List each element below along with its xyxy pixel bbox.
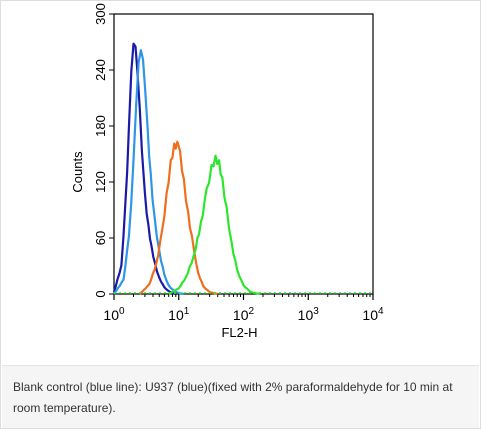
plot-axes (109, 13, 374, 300)
y-axis-label: Counts (70, 151, 85, 193)
figure-area: 0 60 120 180 240 300 100 101 102 103 104 FL2-H Count… (2, 2, 479, 364)
plot-series (112, 42, 373, 296)
y-tick-label: 120 (93, 171, 108, 193)
plot-labels: 0 60 120 180 240 300 100 101 102 103 104 FL2-H Count… (70, 3, 384, 340)
histogram-series-3 (139, 140, 218, 296)
histogram-series-4 (168, 154, 261, 296)
y-tick-label: 300 (93, 3, 108, 25)
y-tick-label: 180 (93, 115, 108, 137)
x-axis-label: FL2-H (221, 325, 257, 340)
histogram-series-2 (113, 49, 185, 296)
x-tick-label: 100 (103, 306, 125, 323)
figure-caption: Blank control (blue line): U937 (blue)(f… (2, 365, 479, 428)
x-tick-label: 101 (168, 306, 190, 323)
histogram-series-1 (112, 42, 177, 296)
x-tick-label: 102 (233, 306, 255, 323)
y-tick-label: 240 (93, 59, 108, 81)
x-tick-label: 103 (298, 306, 320, 323)
y-tick-label: 60 (93, 231, 108, 245)
y-tick-label: 0 (93, 290, 108, 297)
x-tick-label: 104 (362, 306, 384, 323)
histogram-chart: 0 60 120 180 240 300 100 101 102 103 104 FL2-H Count… (2, 2, 479, 364)
